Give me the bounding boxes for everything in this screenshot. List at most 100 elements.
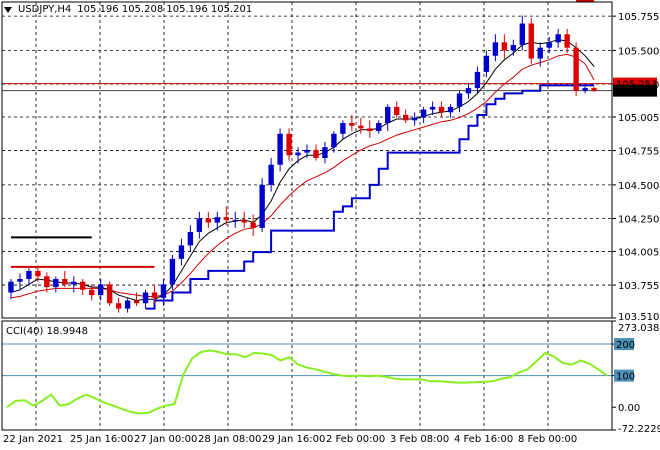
candle-body — [115, 303, 122, 309]
candle-body — [555, 34, 561, 43]
candle-body — [304, 149, 310, 153]
y-tick-label: 105.005 — [618, 113, 659, 124]
y-tick-label: 104.755 — [618, 147, 659, 158]
candle-body — [223, 217, 229, 220]
candle-body — [546, 42, 552, 48]
y-tick-label: 104.005 — [618, 247, 659, 258]
candle-body — [582, 88, 588, 91]
price-tag-label: 105.201 — [616, 87, 657, 98]
candle-body — [62, 279, 68, 285]
candle-body — [286, 133, 292, 156]
main-chart-marks — [2, 0, 612, 313]
candle-body — [89, 289, 95, 296]
candle-body — [44, 276, 50, 288]
main-frame — [1, 1, 613, 319]
y-tick-label: 105.755 — [618, 12, 659, 23]
candle-body — [205, 218, 212, 223]
candle-body — [196, 218, 203, 232]
candle-body — [358, 125, 364, 129]
main-chart-grid — [2, 2, 612, 318]
candle-body — [241, 219, 247, 223]
dropdown-triangle-icon[interactable] — [4, 6, 12, 13]
candle-body — [429, 106, 436, 110]
candle-body — [250, 222, 256, 228]
y-tick-label: 103.755 — [618, 281, 659, 292]
candle-body — [17, 279, 23, 282]
candle-body — [456, 93, 463, 107]
cci-y-tick-label: 0.00 — [618, 403, 640, 414]
candle-body — [71, 281, 77, 285]
candle-body — [133, 300, 140, 304]
ma-fast-line — [10, 39, 595, 302]
symbol-label: USDJPY,H4 — [18, 4, 72, 15]
candle-body — [474, 71, 481, 89]
candle-body — [187, 231, 194, 246]
y-tick-label: 104.250 — [618, 214, 659, 225]
candle-body — [322, 147, 328, 158]
x-tick-label: 27 Jan 00:00 — [134, 434, 197, 445]
candle-body — [295, 152, 301, 156]
candle-body — [349, 123, 355, 126]
cci-y-tick-label: 273.0385 — [618, 323, 660, 334]
candle-body — [106, 284, 113, 304]
cci-line — [6, 349, 608, 415]
candle-body — [169, 258, 176, 285]
candle-body — [537, 47, 543, 59]
cci-header: CCI(40) 18.9948 — [6, 326, 88, 337]
x-tick-label: 28 Jan 08:00 — [198, 434, 261, 445]
candle-body — [465, 88, 472, 94]
candle-body — [80, 281, 86, 290]
x-tick-label: 29 Jan 16:00 — [262, 434, 325, 445]
candle-body — [340, 123, 346, 134]
y-tick-label: 105.500 — [618, 46, 659, 57]
candle-body — [420, 109, 427, 118]
cci-chart-marks — [6, 349, 608, 415]
candle-body — [124, 300, 131, 309]
candle-body — [510, 45, 517, 51]
candle-body — [402, 114, 409, 121]
ohlc-label: 105.196 105.208 105.196 105.201 — [77, 4, 253, 15]
x-tick-label: 22 Jan 2021 — [3, 434, 63, 445]
candle-body — [411, 117, 418, 121]
candle-body — [385, 106, 391, 124]
candle-body — [528, 23, 534, 59]
x-tick-label: 25 Jan 16:00 — [70, 434, 133, 445]
trailing-stop-line — [145, 84, 595, 310]
candle-body — [232, 219, 238, 221]
cci-level-tag — [614, 338, 634, 351]
candle-body — [277, 133, 283, 165]
candle-body — [26, 270, 32, 280]
candle-body — [35, 270, 41, 277]
x-tick-label: 2 Feb 00:00 — [326, 434, 385, 445]
cci-y-tick-label: -72.2229 — [618, 424, 660, 435]
candle-body — [519, 23, 525, 46]
candle-body — [331, 133, 337, 148]
x-tick-label: 8 Feb 00:00 — [518, 434, 577, 445]
candle-body — [501, 42, 508, 51]
chart-header: USDJPY,H4 105.196 105.208 105.196 105.20… — [4, 4, 252, 15]
candle-body — [97, 284, 104, 296]
price-tag — [613, 84, 657, 97]
candle-body — [160, 284, 167, 298]
cci-level-label: 100 — [616, 372, 635, 383]
candle-body — [259, 184, 265, 228]
candle-body — [564, 34, 570, 48]
candle-body — [367, 128, 373, 132]
candle-body — [591, 88, 597, 91]
candle-body — [53, 279, 59, 288]
cci-level-tag — [614, 369, 634, 382]
candle-body — [438, 106, 445, 113]
candle-body — [394, 106, 400, 115]
candle-body — [268, 164, 274, 185]
cci-level-label: 200 — [616, 340, 635, 351]
candle-body — [151, 292, 158, 298]
y-tick-label: 103.510 — [618, 312, 659, 323]
candle-body — [573, 47, 579, 91]
candle-body — [313, 149, 319, 158]
candle-body — [376, 123, 382, 132]
candle-body — [142, 292, 149, 304]
x-tick-label: 3 Feb 08:00 — [390, 434, 449, 445]
y-tick-label: 104.500 — [618, 181, 659, 192]
candle-body — [483, 55, 490, 72]
